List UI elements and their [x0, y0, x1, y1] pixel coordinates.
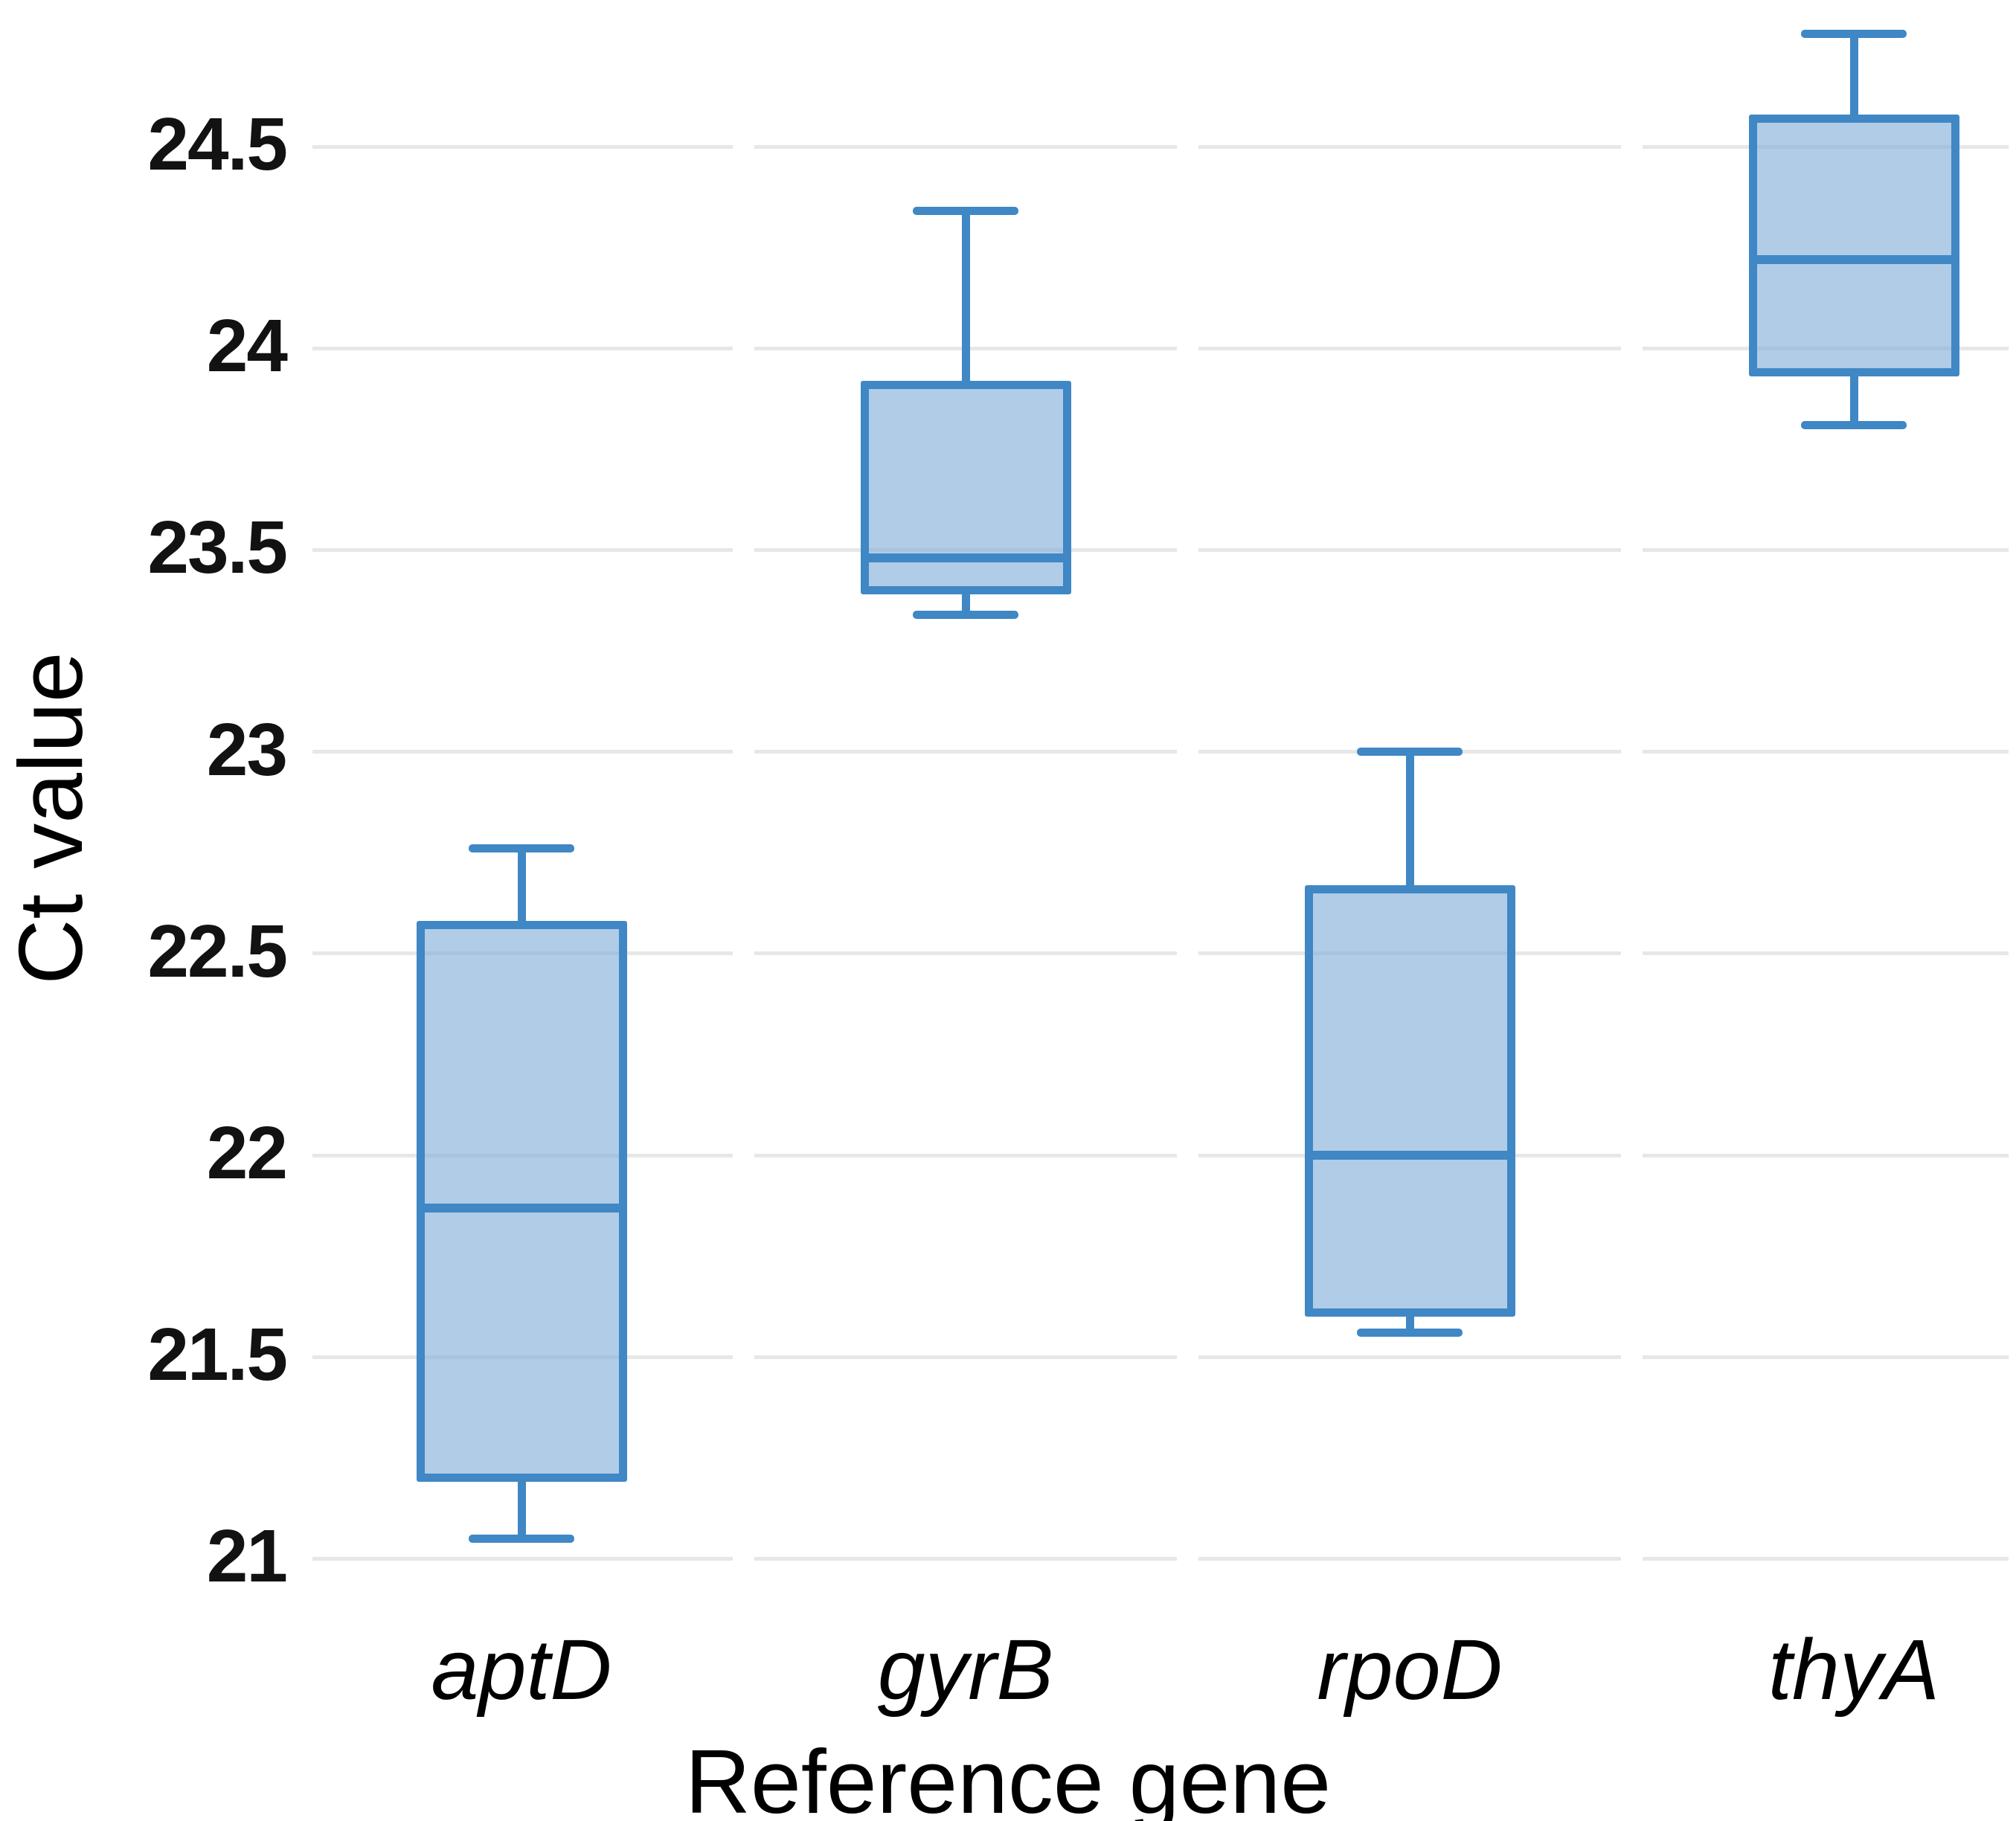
whisker-cap-max [1357, 748, 1463, 757]
whisker-upper [1405, 751, 1414, 889]
y-tick-label: 24 [206, 304, 288, 388]
gridline [754, 1355, 1177, 1359]
y-tick-label: 23.5 [147, 506, 288, 590]
median-gyrB [860, 553, 1071, 563]
box-aptD [416, 921, 627, 1483]
gridline [754, 750, 1177, 754]
whisker-cap-max [469, 844, 574, 853]
gridline [1198, 144, 1621, 149]
gridline [312, 144, 733, 149]
whisker-upper [1849, 33, 1858, 119]
whisker-upper [517, 848, 526, 925]
y-tick-label: 24.5 [147, 103, 288, 187]
gridline [1643, 951, 2009, 956]
gridline [1643, 1153, 2009, 1157]
whisker-cap-max [1801, 29, 1907, 38]
whisker-cap-min [913, 610, 1018, 619]
y-tick-label: 21.5 [147, 1313, 288, 1397]
y-axis-title: Ct value [0, 652, 101, 985]
gridline [1198, 547, 1621, 552]
x-axis-title: Reference gene [684, 1731, 1332, 1821]
gridline [1643, 1355, 2009, 1359]
whisker-cap-min [469, 1534, 574, 1543]
whisker-lower [1849, 372, 1858, 425]
x-tick-label-rpoD: rpoD [1317, 1622, 1503, 1718]
x-tick-label-aptD: aptD [431, 1622, 612, 1718]
gridline [1198, 1355, 1621, 1359]
x-tick-label-gyrB: gyrB [877, 1622, 1054, 1718]
gridline [754, 1153, 1177, 1157]
gridline [754, 144, 1177, 149]
box-rpoD [1304, 884, 1515, 1317]
gridline [1198, 1556, 1621, 1561]
box-thyA [1748, 114, 1959, 377]
whisker-lower [517, 1477, 526, 1539]
gridline [312, 346, 733, 350]
whisker-cap-min [1801, 420, 1907, 429]
gridline [312, 750, 733, 754]
x-tick-label-thyA: thyA [1768, 1622, 1940, 1718]
gridline [312, 547, 733, 552]
y-tick-label: 22 [206, 1111, 288, 1195]
gridline [754, 951, 1177, 956]
gridline [312, 1556, 733, 1561]
gridline [1643, 750, 2009, 754]
whisker-cap-max [913, 207, 1018, 216]
y-tick-label: 21 [206, 1515, 288, 1599]
y-tick-label: 22.5 [147, 909, 288, 993]
whisker-lower [961, 590, 970, 615]
median-thyA [1748, 254, 1959, 264]
median-rpoD [1304, 1151, 1515, 1160]
whisker-lower [1405, 1312, 1414, 1333]
whisker-cap-min [1357, 1329, 1463, 1337]
y-tick-label: 23 [206, 707, 288, 791]
median-aptD [416, 1203, 627, 1213]
gridline [1643, 1556, 2009, 1561]
whisker-upper [961, 211, 970, 385]
gridline [754, 1556, 1177, 1561]
gridline [1643, 547, 2009, 552]
gridline [1198, 346, 1621, 350]
